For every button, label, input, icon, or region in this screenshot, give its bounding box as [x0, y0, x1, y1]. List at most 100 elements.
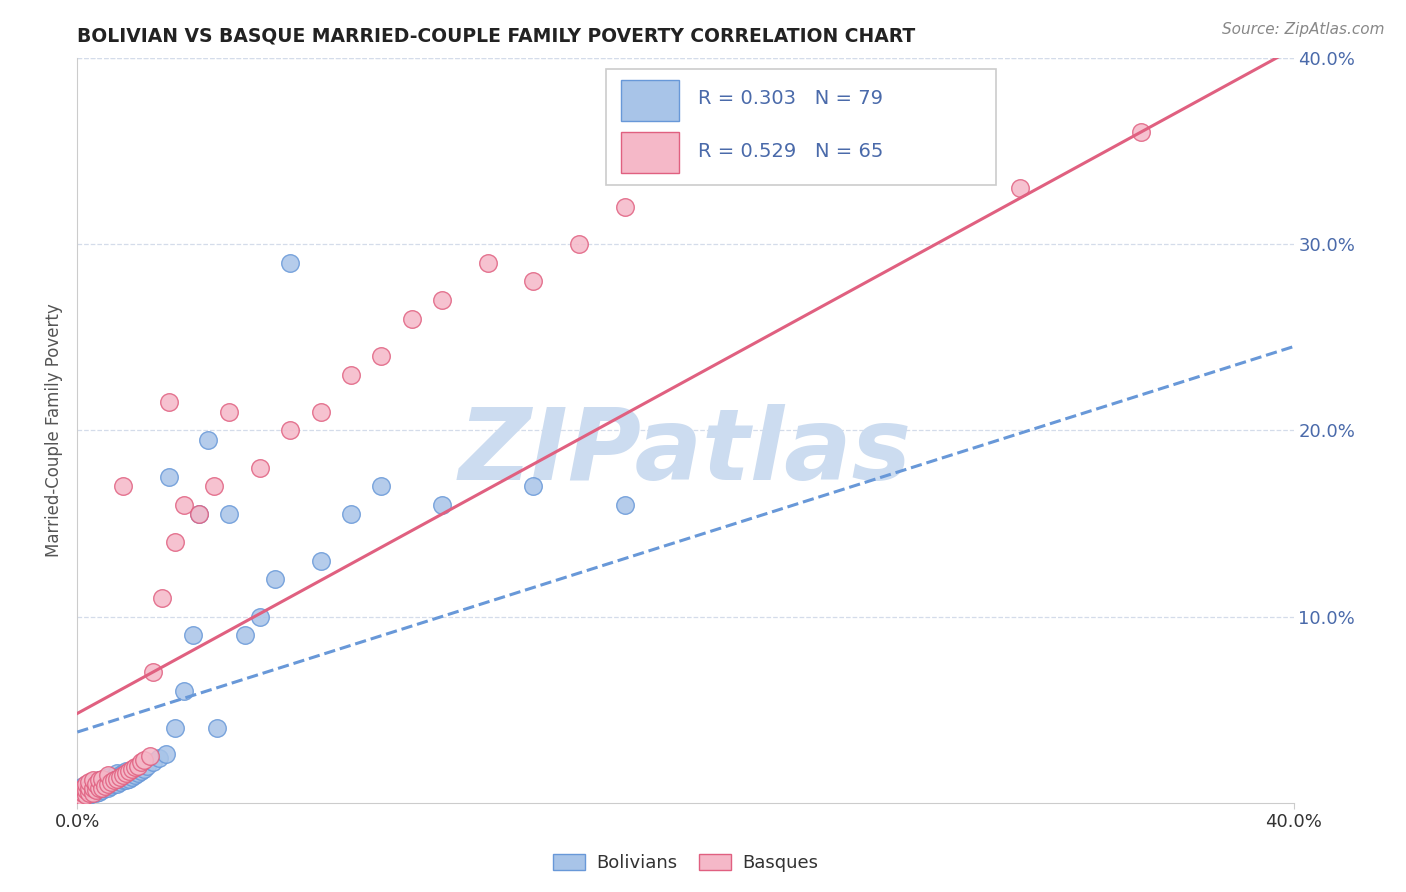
- FancyBboxPatch shape: [621, 80, 679, 121]
- Point: [127, 766, 149, 780]
- Point: [129, 755, 152, 769]
- Point: [370, 479, 392, 493]
- Point: [152, 591, 174, 605]
- Point: [105, 766, 128, 780]
- Point: [69, 789, 91, 803]
- Point: [66, 792, 89, 806]
- Point: [613, 200, 636, 214]
- Point: [72, 782, 94, 797]
- Point: [121, 762, 143, 776]
- Point: [118, 764, 141, 779]
- Point: [103, 777, 125, 791]
- Point: [249, 460, 271, 475]
- Text: BOLIVIAN VS BASQUE MARRIED-COUPLE FAMILY POVERTY CORRELATION CHART: BOLIVIAN VS BASQUE MARRIED-COUPLE FAMILY…: [77, 26, 915, 45]
- Point: [105, 772, 128, 786]
- Point: [93, 780, 115, 795]
- Point: [79, 775, 101, 789]
- Point: [278, 423, 301, 437]
- Point: [69, 792, 91, 806]
- Text: R = 0.303   N = 79: R = 0.303 N = 79: [697, 89, 883, 109]
- Point: [134, 753, 156, 767]
- Point: [87, 784, 110, 798]
- Point: [87, 773, 110, 788]
- Point: [84, 782, 107, 797]
- Point: [66, 787, 89, 801]
- Point: [72, 790, 94, 805]
- Point: [69, 784, 91, 798]
- Point: [97, 770, 120, 784]
- Point: [129, 764, 152, 779]
- Point: [84, 787, 107, 801]
- Point: [205, 721, 228, 735]
- Point: [477, 256, 499, 270]
- Point: [218, 507, 240, 521]
- Point: [66, 794, 89, 808]
- Point: [97, 777, 120, 791]
- Point: [84, 780, 107, 795]
- Point: [155, 747, 177, 762]
- Point: [401, 311, 423, 326]
- Point: [181, 628, 204, 642]
- Point: [173, 684, 195, 698]
- Point: [115, 766, 138, 780]
- Point: [675, 162, 697, 177]
- Point: [82, 787, 104, 801]
- Point: [72, 787, 94, 801]
- Point: [568, 237, 591, 252]
- Point: [118, 772, 141, 786]
- Point: [66, 790, 89, 805]
- Point: [84, 777, 107, 791]
- Legend: Bolivians, Basques: Bolivians, Basques: [546, 847, 825, 880]
- Point: [233, 628, 256, 642]
- Point: [84, 777, 107, 791]
- Point: [142, 755, 165, 769]
- Point: [202, 479, 225, 493]
- Point: [1008, 181, 1031, 195]
- Point: [827, 78, 849, 93]
- Point: [142, 665, 165, 680]
- Point: [90, 782, 112, 797]
- Point: [430, 498, 453, 512]
- Point: [66, 789, 89, 803]
- Point: [340, 368, 363, 382]
- Point: [79, 777, 101, 791]
- Point: [148, 751, 170, 765]
- Point: [188, 507, 211, 521]
- Point: [75, 780, 97, 795]
- Point: [82, 782, 104, 797]
- Point: [340, 507, 363, 521]
- Text: R = 0.529   N = 65: R = 0.529 N = 65: [697, 142, 883, 161]
- Point: [82, 780, 104, 795]
- Point: [309, 405, 332, 419]
- Point: [79, 789, 101, 803]
- Point: [93, 779, 115, 793]
- Point: [97, 777, 120, 791]
- Point: [75, 789, 97, 803]
- Point: [69, 792, 91, 806]
- Point: [87, 780, 110, 795]
- Point: [309, 554, 332, 568]
- Point: [121, 770, 143, 784]
- Point: [218, 405, 240, 419]
- Point: [370, 349, 392, 363]
- Point: [735, 135, 758, 149]
- Point: [522, 274, 544, 288]
- Point: [100, 772, 122, 786]
- Point: [127, 758, 149, 772]
- Point: [105, 772, 128, 786]
- Point: [103, 773, 125, 788]
- Point: [249, 609, 271, 624]
- Point: [613, 498, 636, 512]
- Text: ZIPatlas: ZIPatlas: [458, 404, 912, 501]
- Point: [111, 768, 134, 782]
- Point: [108, 768, 131, 782]
- Point: [100, 779, 122, 793]
- Point: [115, 764, 138, 779]
- Point: [111, 766, 134, 780]
- Point: [90, 780, 112, 795]
- Point: [115, 773, 138, 788]
- Point: [90, 772, 112, 786]
- Point: [124, 760, 146, 774]
- Point: [69, 789, 91, 803]
- Text: Source: ZipAtlas.com: Source: ZipAtlas.com: [1222, 22, 1385, 37]
